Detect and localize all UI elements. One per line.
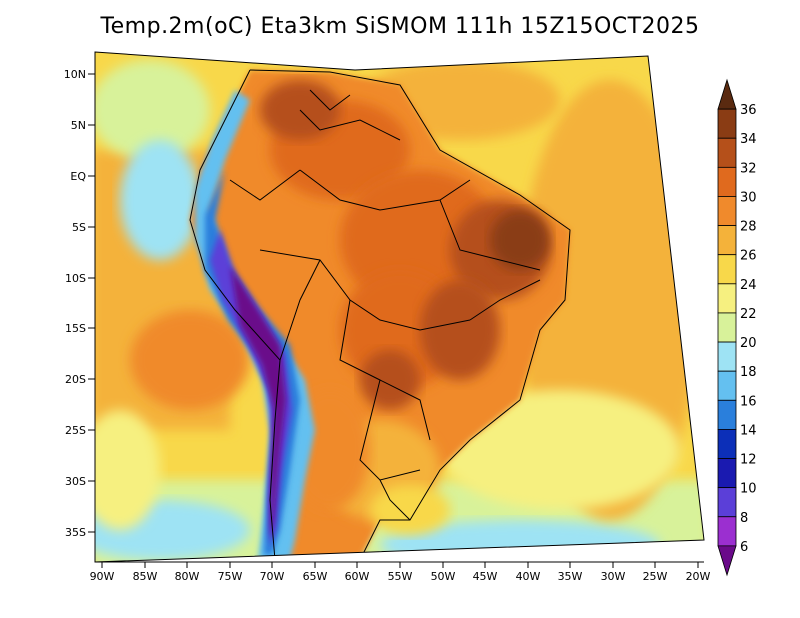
colorbar: 36 34 32 30 28 26 24 22 20 18 16 14 12 10 8 6 [717, 78, 757, 577]
map-title: Temp.2m(oC) Eta3km SiSMOM 111h 15Z15OCT2… [100, 14, 700, 39]
longitude-axis: 90W 85W 80W 75W 70W 65W 60W 55W 50W 45W … [90, 561, 711, 583]
lon-label: 35W [558, 570, 583, 583]
lon-label: 30W [601, 570, 626, 583]
colorbar-label: 16 [740, 394, 757, 409]
lat-label: 25S [65, 424, 86, 437]
colorbar-segment [717, 370, 737, 401]
colorbar-segment [717, 545, 737, 577]
lat-label: 30S [65, 475, 86, 488]
colorbar-label: 8 [740, 511, 748, 526]
lat-label: 20S [65, 373, 86, 386]
lon-label: 85W [133, 570, 158, 583]
lon-label: 80W [175, 570, 200, 583]
colorbar-label: 12 [740, 453, 757, 468]
colorbar-segment [717, 225, 737, 256]
colorbar-label: 26 [740, 249, 757, 264]
colorbar-label: 34 [740, 132, 757, 147]
colorbar-segment [717, 487, 737, 518]
latitude-axis: 10N 5N EQ 5S 10S 15S 20S 25S 30S 35S [64, 68, 95, 539]
temperature-field [95, 52, 704, 562]
lon-label: 50W [431, 570, 456, 583]
lat-label: 15S [65, 322, 86, 335]
lat-label: 5S [72, 221, 86, 234]
colorbar-segment [717, 429, 737, 459]
colorbar-label: 18 [740, 365, 757, 380]
colorbar-segment [717, 78, 737, 110]
colorbar-segment [717, 166, 737, 197]
colorbar-label: 36 [740, 103, 757, 118]
lat-label: 10N [64, 68, 86, 81]
lon-label: 65W [303, 570, 328, 583]
colorbar-label: 30 [740, 190, 757, 205]
colorbar-segment [717, 108, 737, 139]
colorbar-segment [717, 254, 737, 285]
colorbar-label: 24 [740, 278, 757, 293]
colorbar-segment [717, 196, 737, 226]
lat-label: 5N [71, 119, 86, 132]
colorbar-segment [717, 458, 737, 489]
lon-label: 40W [516, 570, 541, 583]
lon-label: 55W [388, 570, 413, 583]
colorbar-label: 28 [740, 220, 757, 235]
lon-label: 60W [345, 570, 370, 583]
lon-label: 90W [90, 570, 115, 583]
colorbar-segment [717, 399, 737, 430]
colorbar-label: 10 [740, 482, 757, 497]
lat-label: EQ [70, 170, 86, 183]
colorbar-label: 20 [740, 336, 757, 351]
lon-label: 25W [643, 570, 668, 583]
lat-label: 35S [65, 526, 86, 539]
colorbar-label: 22 [740, 307, 757, 322]
colorbar-segment [717, 312, 737, 343]
country-borders [189, 69, 571, 561]
colorbar-segment [717, 283, 737, 314]
lon-label: 75W [218, 570, 243, 583]
colorbar-label: 14 [740, 423, 757, 438]
colorbar-segment [717, 137, 737, 168]
lat-label: 10S [65, 272, 86, 285]
colorbar-segment [717, 516, 737, 547]
lon-label: 70W [260, 570, 285, 583]
colorbar-segment [717, 341, 737, 372]
colorbar-label: 32 [740, 161, 757, 176]
lon-label: 45W [473, 570, 498, 583]
map-frame [94, 51, 705, 563]
colorbar-label: 6 [740, 540, 748, 555]
lon-label: 20W [686, 570, 711, 583]
